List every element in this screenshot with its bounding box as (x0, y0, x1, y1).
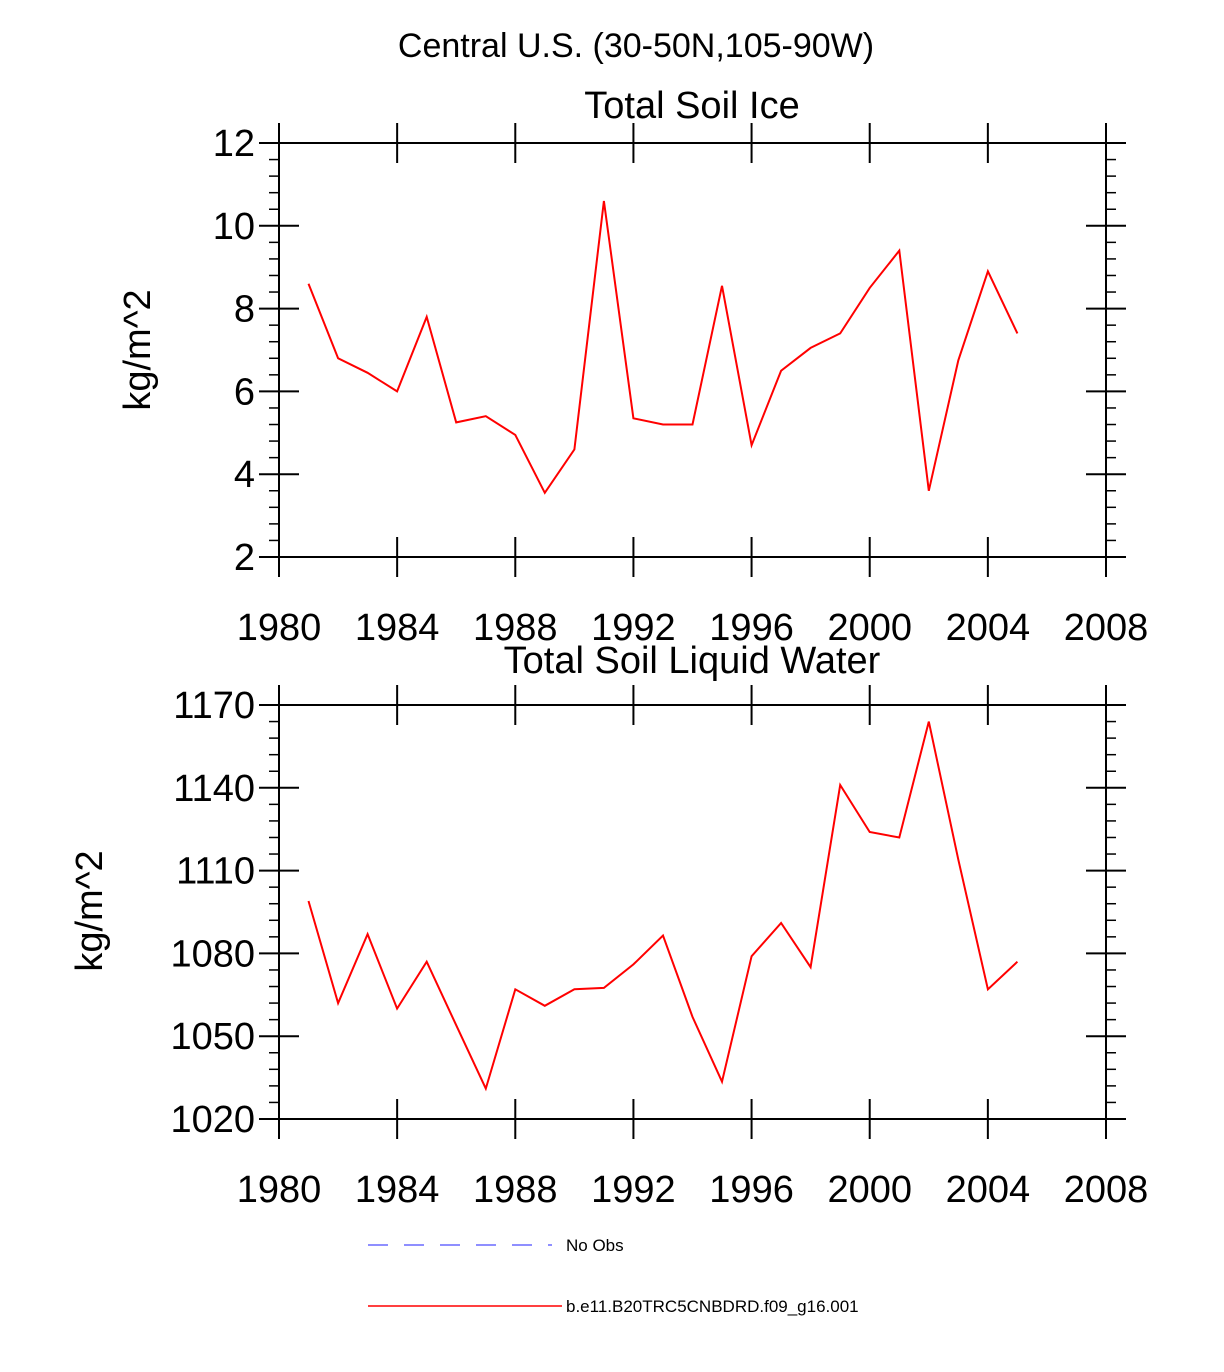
x-tick-label: 1984 (355, 1169, 440, 1211)
y-axis-label: kg/m^2 (117, 289, 159, 410)
plot-frame (278, 142, 1107, 558)
y-ticks: 2 4 6 8 10 12 (213, 123, 1126, 579)
plot-frame (278, 704, 1107, 1120)
panel-total-soil-liquid-water: Total Soil Liquid Water kg/m^2 102010501… (69, 640, 1148, 1211)
x-tick-label: 1980 (237, 607, 322, 649)
y-tick-label: 1110 (176, 851, 255, 893)
y-tick-label: 1020 (170, 1099, 255, 1141)
panel-title: Total Soil Liquid Water (504, 640, 881, 682)
x-tick-label: 2004 (946, 1169, 1031, 1211)
y-tick-label: 4 (234, 454, 255, 496)
x-tick-label: 2008 (1064, 607, 1149, 649)
legend-label: b.e11.B20TRC5CNBDRD.f09_g16.001 (566, 1297, 859, 1316)
x-tick-label: 2000 (827, 607, 912, 649)
y-tick-label: 12 (213, 123, 255, 165)
y-tick-label: 10 (213, 206, 255, 248)
figure-suptitle: Central U.S. (30-50N,105-90W) (398, 27, 874, 65)
y-tick-label: 1080 (170, 933, 255, 975)
x-tick-label: 1996 (709, 1169, 794, 1211)
x-tick-label: 2008 (1064, 1169, 1149, 1211)
x-tick-label: 1992 (591, 1169, 676, 1211)
y-minor-ticks (269, 158, 1116, 542)
y-tick-label: 1050 (170, 1016, 255, 1058)
x-tick-label: 2000 (827, 1169, 912, 1211)
series-layer (307, 721, 1019, 1092)
x-tick-label: 2004 (946, 607, 1031, 649)
legend: No Obs b.e11.B20TRC5CNBDRD.f09_g16.001 (368, 1236, 859, 1316)
y-minor-ticks (269, 720, 1116, 1104)
series-layer (307, 200, 1019, 495)
x-tick-label: 1984 (355, 607, 440, 649)
x-tick-label: 1992 (591, 607, 676, 649)
y-tick-label: 1140 (173, 768, 255, 810)
y-tick-label: 6 (234, 371, 255, 413)
x-tick-label: 1996 (709, 607, 794, 649)
x-tick-label: 1988 (473, 607, 558, 649)
legend-item-no-obs: No Obs (368, 1236, 624, 1255)
series-line (307, 200, 1019, 495)
x-tick-label: 1980 (237, 1169, 322, 1211)
y-ticks: 1020 1050 1080 1110 1140 1170 (170, 685, 1126, 1141)
y-tick-label: 2 (234, 537, 255, 579)
legend-label: No Obs (566, 1236, 624, 1255)
x-tick-label: 1988 (473, 1169, 558, 1211)
y-tick-label: 1170 (173, 685, 255, 727)
series-line (307, 721, 1019, 1092)
legend-item-model-run: b.e11.B20TRC5CNBDRD.f09_g16.001 (368, 1297, 859, 1316)
x-ticks: 1980 1984 1988 1992 1996 2000 2004 2008 (237, 123, 1149, 649)
x-ticks: 1980 1984 1988 1992 1996 2000 2004 2008 (237, 685, 1149, 1211)
y-tick-label: 8 (234, 289, 255, 331)
panel-title: Total Soil Ice (584, 85, 799, 127)
y-axis-label: kg/m^2 (69, 850, 111, 971)
